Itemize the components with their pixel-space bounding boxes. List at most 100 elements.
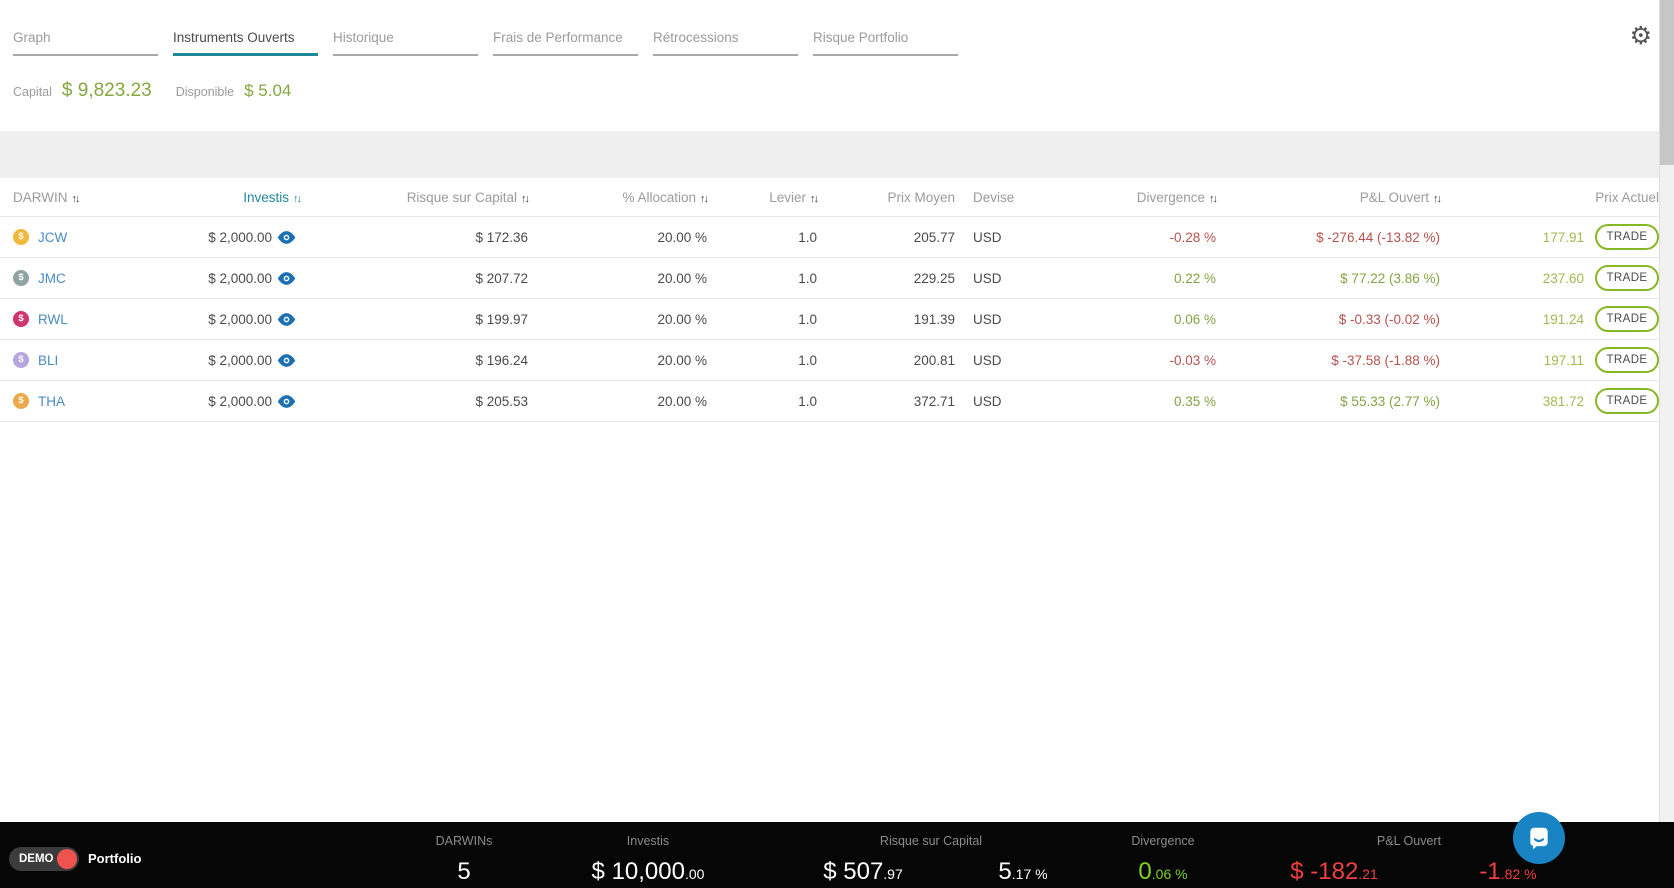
prix-moyen-value: 205.77 — [913, 229, 955, 245]
risque-value: $ 196.24 — [475, 352, 528, 368]
investis-value: $ 2,000.00 — [208, 270, 272, 286]
header-pnl[interactable]: P&L Ouvert ↑↓ — [1359, 189, 1442, 205]
header-prix-actuel: Prix Actuel — [1595, 189, 1659, 205]
tab-historique[interactable]: Historique — [333, 30, 478, 56]
tab-bar: Graph Instruments Ouverts Historique Fra… — [13, 30, 958, 56]
darwin-name-link[interactable]: JCW — [38, 229, 68, 245]
table-row: $ RWL $ 2,000.00 $ 199.97 20.00 % 1.0 19… — [0, 299, 1659, 340]
eye-icon[interactable] — [272, 353, 300, 367]
sort-icon: ↑↓ — [700, 192, 709, 205]
investis-value: $ 2,000.00 — [208, 311, 272, 327]
levier-value: 1.0 — [798, 229, 817, 245]
darwin-name-link[interactable]: RWL — [38, 311, 68, 327]
header-darwin[interactable]: DARWIN ↑↓ — [13, 189, 81, 205]
header-divergence[interactable]: Divergence ↑↓ — [1136, 189, 1218, 205]
devise-value: USD — [973, 352, 1002, 368]
capital-summary: Capital $ 9,823.23 Disponible $ 5.04 — [13, 80, 291, 102]
risque-value: $ 172.36 — [475, 229, 528, 245]
header-levier[interactable]: Levier ↑↓ — [769, 189, 819, 205]
pnl-value: $ 77.22 (3.86 %) — [1340, 270, 1440, 286]
header-allocation[interactable]: % Allocation ↑↓ — [622, 189, 709, 205]
prix-moyen-value: 229.25 — [913, 270, 955, 286]
tab-risque-portfolio[interactable]: Risque Portfolio — [813, 30, 958, 56]
prix-actuel-value: 197.11 — [1543, 352, 1584, 368]
allocation-value: 20.00 % — [657, 393, 707, 409]
risque-footer-percent: 5.17 % — [998, 858, 1048, 885]
eye-icon[interactable] — [272, 394, 300, 408]
sort-icon: ↑↓ — [810, 192, 819, 205]
divergence-value: -0.03 % — [1169, 352, 1216, 368]
tab-frais-de-performance[interactable]: Frais de Performance — [493, 30, 638, 56]
eye-icon[interactable] — [272, 312, 300, 326]
pnl-footer-percent: -1.82 % — [1479, 858, 1537, 885]
sort-icon: ↑↓ — [1209, 192, 1218, 205]
pnl-value: $ -276.44 (-13.82 %) — [1316, 229, 1440, 245]
prix-actuel-value: 237.60 — [1542, 270, 1584, 286]
levier-value: 1.0 — [798, 393, 817, 409]
sort-icon: ↑↓ — [71, 192, 81, 205]
darwin-avatar-icon: $ — [13, 311, 29, 327]
chat-bubble-icon — [1530, 827, 1548, 850]
darwins-value: 5 — [457, 858, 471, 885]
devise-value: USD — [973, 229, 1002, 245]
risque-value: $ 207.72 — [475, 270, 528, 286]
divergence-value: 0.22 % — [1173, 270, 1216, 286]
eye-icon[interactable] — [272, 271, 300, 285]
tab-graph[interactable]: Graph — [13, 30, 158, 56]
darwin-name-link[interactable]: BLI — [38, 352, 59, 368]
levier-value: 1.0 — [798, 270, 817, 286]
divergence-value: 0.06 % — [1173, 311, 1216, 327]
trade-button[interactable]: TRADE — [1595, 388, 1659, 414]
devise-value: USD — [973, 270, 1002, 286]
trade-button[interactable]: TRADE — [1595, 306, 1659, 332]
risque-value: $ 199.97 — [475, 311, 528, 327]
settings-gear-icon[interactable]: ⚙ — [1629, 22, 1652, 50]
demo-toggle-knob — [57, 849, 77, 869]
allocation-value: 20.00 % — [657, 229, 707, 245]
allocation-value: 20.00 % — [657, 311, 707, 327]
darwin-avatar-icon: $ — [13, 352, 29, 368]
prix-actuel-value: 191.24 — [1542, 311, 1584, 327]
pnl-value: $ -0.33 (-0.02 %) — [1338, 311, 1440, 327]
investis-value: $ 2,000.00 — [208, 229, 272, 245]
prix-moyen-value: 200.81 — [913, 352, 955, 368]
chat-button[interactable] — [1513, 812, 1565, 864]
eye-icon[interactable] — [272, 230, 300, 244]
prix-actuel-value: 177.91 — [1542, 229, 1584, 245]
scrollbar-thumb[interactable] — [1660, 0, 1674, 165]
toolbar-band — [0, 131, 1659, 178]
trade-button[interactable]: TRADE — [1595, 265, 1659, 291]
devise-value: USD — [973, 311, 1002, 327]
divergence-footer-value: 0.06 % — [1138, 858, 1188, 885]
divergence-value: -0.28 % — [1169, 229, 1216, 245]
table-row: $ BLI $ 2,000.00 $ 196.24 20.00 % 1.0 20… — [0, 340, 1659, 381]
darwin-avatar-icon: $ — [13, 393, 29, 409]
allocation-value: 20.00 % — [657, 270, 707, 286]
header-prix-moyen: Prix Moyen — [887, 189, 955, 205]
scrollbar-track[interactable] — [1659, 0, 1674, 822]
capital-label: Capital — [13, 85, 52, 99]
sort-icon: ↑↓ — [1433, 192, 1442, 205]
disponible-value: $ 5.04 — [244, 81, 292, 100]
investis-footer-value: $ 10,000.00 — [591, 858, 705, 885]
tab-instruments-ouverts[interactable]: Instruments Ouverts — [173, 30, 318, 56]
darwins-label: DARWINs — [435, 834, 493, 848]
header-investis[interactable]: Investis ↑↓ — [243, 189, 302, 205]
tab-retrocessions[interactable]: Rétrocessions — [653, 30, 798, 56]
pnl-value: $ 55.33 (2.77 %) — [1340, 393, 1440, 409]
portfolio-label: Portfolio — [88, 851, 142, 866]
darwin-name-link[interactable]: THA — [38, 393, 65, 409]
table-row: $ JCW $ 2,000.00 $ 172.36 20.00 % 1.0 20… — [0, 217, 1659, 258]
investis-value: $ 2,000.00 — [208, 393, 272, 409]
table-row: $ THA $ 2,000.00 $ 205.53 20.00 % 1.0 37… — [0, 381, 1659, 422]
sort-icon: ↑↓ — [521, 192, 530, 205]
demo-toggle[interactable]: DEMO — [9, 847, 79, 871]
trade-button[interactable]: TRADE — [1595, 347, 1659, 373]
allocation-value: 20.00 % — [657, 352, 707, 368]
darwin-name-link[interactable]: JMC — [38, 270, 66, 286]
capital-value: $ 9,823.23 — [61, 80, 152, 101]
investis-footer-label: Investis — [626, 834, 670, 848]
trade-button[interactable]: TRADE — [1595, 224, 1659, 250]
header-risque[interactable]: Risque sur Capital ↑↓ — [406, 189, 530, 205]
